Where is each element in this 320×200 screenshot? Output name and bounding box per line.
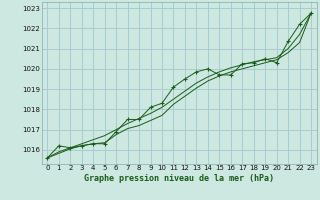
X-axis label: Graphe pression niveau de la mer (hPa): Graphe pression niveau de la mer (hPa): [84, 174, 274, 183]
